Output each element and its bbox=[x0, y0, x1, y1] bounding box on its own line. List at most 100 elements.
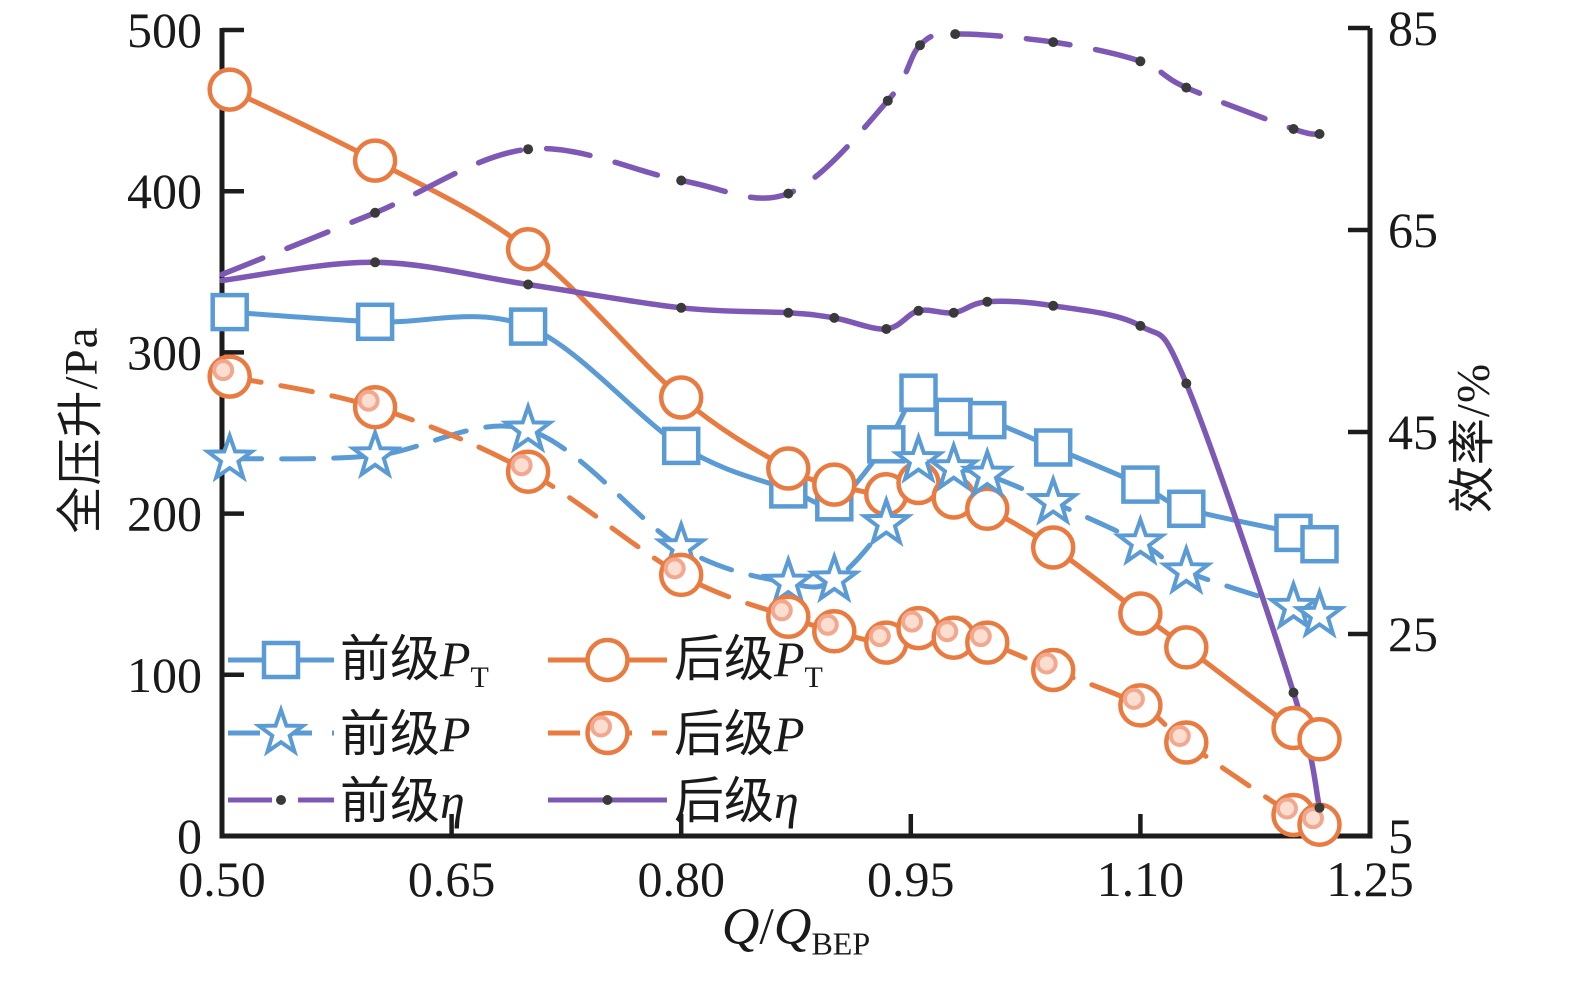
marker-square bbox=[355, 302, 395, 342]
marker-star bbox=[1158, 542, 1215, 596]
marker-dot bbox=[783, 307, 794, 318]
marker-dot bbox=[881, 324, 892, 334]
marker-dot bbox=[602, 795, 613, 805]
marker-ball-highlight bbox=[770, 599, 793, 622]
marker-dot bbox=[1135, 56, 1146, 67]
marker-dot bbox=[276, 795, 286, 805]
x-tick-label: 1.10 bbox=[1097, 851, 1185, 907]
legend-text: 后级 bbox=[674, 706, 774, 763]
marker-dot bbox=[370, 207, 381, 218]
marker-ball-highlight bbox=[1302, 807, 1324, 830]
marker-dot bbox=[1314, 802, 1325, 813]
marker-square bbox=[968, 400, 1007, 440]
marker-dot bbox=[1181, 82, 1192, 93]
legend-symbol: P bbox=[774, 630, 805, 687]
x-axis-title: Q/QBEP bbox=[722, 897, 870, 962]
marker-dot bbox=[829, 312, 840, 323]
marker-ball-highlight bbox=[1035, 652, 1058, 675]
marker-ball-highlight bbox=[663, 557, 686, 580]
marker-ball-highlight bbox=[357, 389, 380, 412]
marker-dot bbox=[982, 296, 993, 307]
marker-dot bbox=[1181, 378, 1192, 389]
legend bbox=[228, 637, 667, 805]
marker-ball-highlight bbox=[590, 715, 612, 738]
x-tick-label: 0.65 bbox=[408, 851, 496, 907]
marker-square bbox=[1121, 465, 1160, 504]
legend-symbol: P bbox=[440, 630, 471, 687]
legend-text: 后级 bbox=[674, 773, 774, 830]
y-left-tick-label: 0 bbox=[177, 808, 202, 864]
legend-text: 前级 bbox=[340, 706, 440, 763]
y-left-tick-label: 200 bbox=[127, 486, 202, 542]
marker-dot bbox=[950, 29, 961, 40]
marker-circle bbox=[352, 138, 398, 183]
marker-square bbox=[1167, 489, 1206, 529]
y-right-tick-label: 45 bbox=[1388, 404, 1438, 460]
marker-star bbox=[253, 703, 309, 757]
marker-circle bbox=[965, 486, 1010, 532]
marker-ball-highlight bbox=[816, 613, 839, 636]
series-markers bbox=[201, 29, 1348, 847]
axes: 0 100 200 300 400 500 5 25 45 65 85 0.50 0.65 0.80 0.9… bbox=[127, 0, 1438, 907]
marker-circle bbox=[766, 446, 811, 491]
y-left-tick-label: 300 bbox=[127, 324, 202, 380]
marker-dot bbox=[523, 144, 534, 155]
marker-ball-highlight bbox=[901, 610, 923, 633]
marker-ball-highlight bbox=[212, 359, 235, 382]
marker-dot bbox=[676, 175, 687, 186]
x-axis-title-sub: BEP bbox=[811, 925, 871, 962]
x-axis-title-q2: Q bbox=[773, 898, 812, 956]
marker-ball-highlight bbox=[1122, 687, 1145, 710]
marker-dot bbox=[783, 188, 794, 199]
legend-subscript: T bbox=[470, 660, 489, 694]
marker-dot bbox=[948, 307, 959, 318]
legend-symbol: P bbox=[774, 706, 805, 763]
marker-star bbox=[1291, 586, 1348, 639]
y-right-tick-label: 5 bbox=[1388, 808, 1413, 864]
x-tick-label: 0.80 bbox=[637, 851, 725, 907]
marker-square bbox=[661, 426, 701, 466]
marker-star bbox=[1025, 473, 1081, 526]
marker-circle bbox=[505, 226, 551, 272]
legend-label-houji-pt: 后级PT bbox=[674, 619, 823, 695]
y-axis-title-left-text: 全压升/Pa bbox=[55, 326, 108, 534]
series-line-前级PT bbox=[227, 309, 1322, 547]
x-tick-label: 0.95 bbox=[867, 851, 955, 907]
marker-dot bbox=[1314, 129, 1325, 139]
marker-star bbox=[500, 400, 556, 454]
y-left-tick-label: 500 bbox=[127, 2, 202, 58]
marker-square bbox=[508, 307, 548, 346]
legend-text: 后级 bbox=[674, 630, 774, 687]
marker-ball-highlight bbox=[510, 454, 533, 477]
y-left-tick-label: 400 bbox=[127, 163, 202, 219]
marker-square bbox=[210, 292, 249, 332]
marker-circle bbox=[812, 462, 857, 507]
marker-star bbox=[858, 494, 915, 547]
legend-symbol: η bbox=[774, 773, 799, 830]
marker-dot bbox=[1048, 37, 1059, 48]
y-right-tick-label: 85 bbox=[1388, 0, 1438, 56]
marker-ball-highlight bbox=[868, 625, 891, 648]
x-axis-title-q1: Q bbox=[721, 898, 760, 956]
legend-symbol: η bbox=[440, 773, 465, 830]
x-tick-label: 1.25 bbox=[1326, 851, 1414, 907]
marker-circle bbox=[1164, 625, 1209, 670]
marker-star bbox=[1112, 513, 1169, 567]
marker-square bbox=[1300, 524, 1339, 564]
marker-star bbox=[760, 553, 817, 607]
marker-ball-highlight bbox=[1276, 797, 1298, 820]
y-left-tick-label: 100 bbox=[127, 647, 202, 703]
legend-subscript: T bbox=[804, 660, 823, 694]
marker-star bbox=[925, 439, 982, 493]
marker-dot bbox=[882, 95, 893, 106]
marker-ball-highlight bbox=[969, 625, 992, 648]
series-line-前级η bbox=[219, 31, 1323, 278]
legend-text: 前级 bbox=[340, 630, 440, 687]
marker-star bbox=[347, 426, 403, 480]
marker-dot bbox=[370, 257, 381, 268]
marker-circle bbox=[658, 375, 704, 420]
marker-circle bbox=[207, 67, 252, 112]
marker-circle bbox=[1118, 591, 1163, 636]
